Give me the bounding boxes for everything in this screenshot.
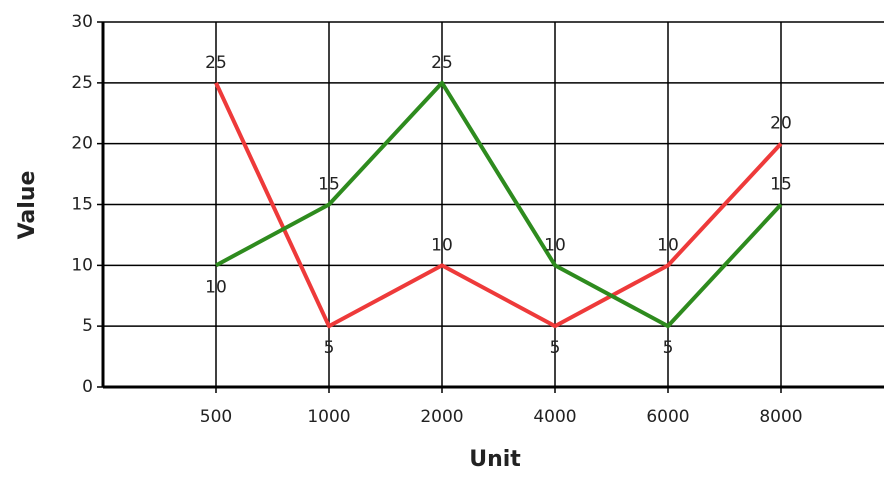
data-label: 5: [324, 338, 335, 358]
x-tick-label: 500: [200, 407, 232, 427]
y-tick-label: 15: [71, 195, 93, 215]
y-tick-label: 30: [71, 12, 93, 32]
data-label: 15: [770, 175, 792, 195]
data-label: 10: [657, 235, 679, 255]
x-tick-label: 8000: [759, 407, 802, 427]
y-tick-label: 10: [71, 255, 93, 275]
data-label: 10: [431, 235, 453, 255]
data-label: 10: [205, 277, 227, 297]
data-label: 20: [770, 114, 792, 134]
data-label: 5: [663, 338, 674, 358]
y-tick-label: 20: [71, 134, 93, 154]
data-label: 25: [205, 53, 227, 73]
series-line: [215, 80, 783, 329]
x-tick-label: 4000: [533, 407, 576, 427]
data-label: 10: [544, 235, 566, 255]
y-tick-label: 5: [82, 316, 93, 336]
y-tick-label: 25: [71, 73, 93, 93]
data-label: 5: [550, 338, 561, 358]
y-tick-label: 0: [82, 377, 93, 397]
x-axis-title: Unit: [469, 447, 521, 472]
data-label: 25: [431, 53, 453, 73]
series-line: [214, 81, 783, 329]
data-label: 15: [318, 175, 340, 195]
x-tick-label: 1000: [307, 407, 350, 427]
x-tick-label: 2000: [420, 407, 463, 427]
y-axis-title: Value: [15, 171, 40, 240]
x-tick-label: 6000: [646, 407, 689, 427]
